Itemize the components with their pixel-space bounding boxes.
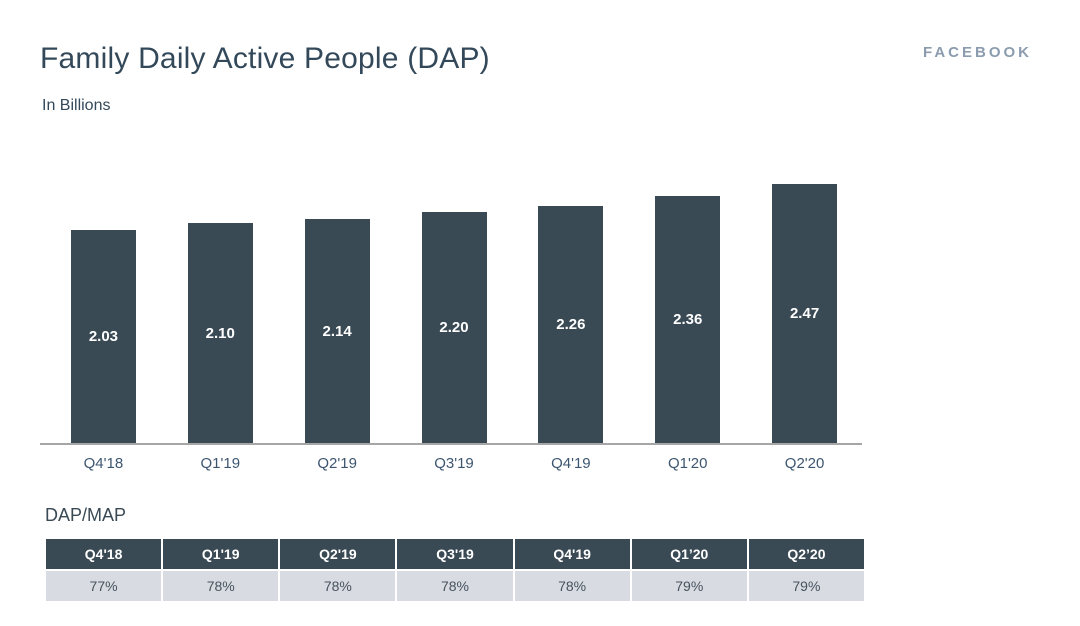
facebook-logo: FACEBOOK xyxy=(922,44,1032,61)
x-axis-tick-label: Q2'20 xyxy=(784,455,825,472)
dap-map-table: Q4'18 Q1'19 Q2'19 Q3'19 Q4'19 Q1’20 Q2’20 77% 7… xyxy=(46,539,864,601)
bar-value-label: 2.03 xyxy=(88,328,119,345)
bar-slot: 2.20 xyxy=(396,150,513,443)
page-title: Family Daily Active People (DAP) xyxy=(40,42,490,75)
bar-Q4'18: 2.03 xyxy=(70,230,136,443)
table-header-cell: Q3'19 xyxy=(397,539,513,569)
x-axis-tick-label: Q2'19 xyxy=(317,455,357,472)
bar-slot: 2.26 xyxy=(512,150,629,443)
table-header-cell: Q2'19 xyxy=(280,539,396,569)
table-value-cell: 78% xyxy=(163,571,279,601)
table-header-cell: Q1'19 xyxy=(163,539,279,569)
x-axis-tick-label: Q1'19 xyxy=(200,455,241,472)
table-value-cell: 79% xyxy=(748,571,864,601)
x-axis-tick-label: Q4'19 xyxy=(551,455,591,472)
table-value-row: 77% 78% 78% 78% 78% 79% 79% xyxy=(46,571,864,601)
bar-chart: 2.03 2.10 2.14 2.20 2.26 2.36 2.47 xyxy=(45,150,863,443)
x-axis-tick-label: Q3'19 xyxy=(434,455,474,472)
bar-value-label: 2.20 xyxy=(439,319,469,336)
bar-Q1'20: 2.36 xyxy=(655,196,721,443)
bar-value-label: 2.14 xyxy=(322,322,352,340)
table-header-cell: Q4'18 xyxy=(46,539,162,569)
x-axis-tick-label: Q1'20 xyxy=(667,455,708,472)
bar-slot: 2.03 xyxy=(45,150,162,443)
bar-value-label: 2.36 xyxy=(673,311,703,328)
table-header-cell: Q1’20 xyxy=(631,539,747,569)
table-value-cell: 78% xyxy=(514,571,630,601)
table-value-cell: 78% xyxy=(397,571,513,601)
table-header-cell: Q4'19 xyxy=(514,539,630,569)
units-label: In Billions xyxy=(42,97,111,114)
bar-Q1'19: 2.10 xyxy=(187,223,253,443)
table-heading: DAP/MAP xyxy=(45,505,127,525)
table-value-cell: 78% xyxy=(280,571,396,601)
bar-Q2'19: 2.14 xyxy=(304,219,370,443)
bar-slot: 2.47 xyxy=(746,150,863,443)
bar-Q3'19: 2.20 xyxy=(421,212,487,443)
table-header-cell: Q2’20 xyxy=(748,539,864,569)
bar-value-label: 2.26 xyxy=(556,316,586,333)
bar-Q2'20: 2.47 xyxy=(772,184,838,443)
bar-slot: 2.14 xyxy=(279,150,396,443)
x-axis-tick-label: Q4'18 xyxy=(83,455,124,472)
table-value-cell: 77% xyxy=(46,571,162,601)
bar-Q4'19: 2.26 xyxy=(538,206,604,443)
table-value-cell: 79% xyxy=(631,571,747,601)
bar-slot: 2.10 xyxy=(162,150,279,443)
bar-value-label: 2.10 xyxy=(205,324,235,342)
table-header-row: Q4'18 Q1'19 Q2'19 Q3'19 Q4'19 Q1’20 Q2’20 xyxy=(46,539,864,569)
bar-slot: 2.36 xyxy=(629,150,746,443)
x-axis-labels: Q4'18 Q1'19 Q2'19 Q3'19 Q4'19 Q1'20 Q2'20 xyxy=(45,453,863,472)
bar-value-label: 2.47 xyxy=(789,305,820,322)
x-axis-line xyxy=(40,443,862,445)
